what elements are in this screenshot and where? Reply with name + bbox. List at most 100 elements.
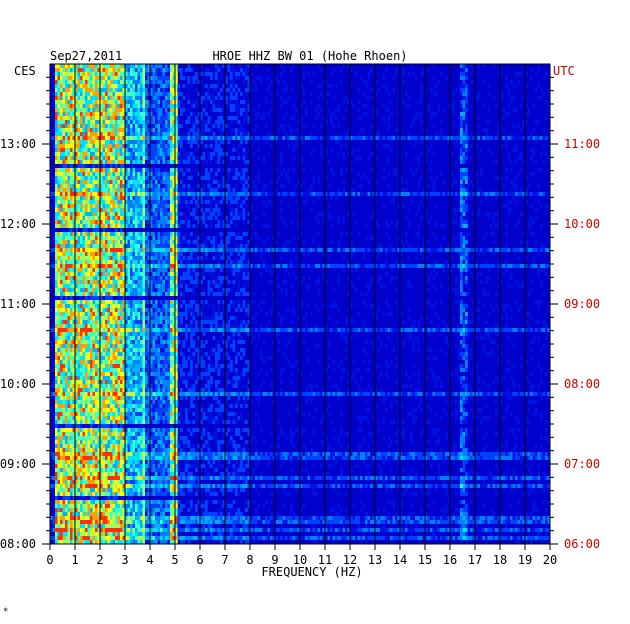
heatmap-cell <box>270 248 273 252</box>
heatmap-cell <box>192 216 196 220</box>
heatmap-cell <box>152 68 156 72</box>
heatmap-cell <box>470 196 473 200</box>
heatmap-cell <box>505 204 508 208</box>
heatmap-cell <box>77 232 81 236</box>
heatmap-cell <box>360 136 363 140</box>
heatmap-cell <box>190 112 193 116</box>
heatmap-cell <box>60 172 63 176</box>
heatmap-cell <box>117 104 121 108</box>
heatmap-cell <box>65 216 68 220</box>
heatmap-cell <box>432 136 436 140</box>
heatmap-cell <box>157 76 161 80</box>
heatmap-cell <box>65 96 68 100</box>
heatmap-cell <box>460 72 463 76</box>
heatmap-cell <box>172 68 176 72</box>
heatmap-cell <box>482 136 486 140</box>
heatmap-cell <box>80 172 83 176</box>
heatmap-cell <box>245 196 248 200</box>
heatmap-cell <box>97 136 101 140</box>
heatmap-cell <box>55 128 58 132</box>
heatmap-cell <box>320 92 323 96</box>
heatmap-cell <box>357 264 361 268</box>
heatmap-cell <box>227 140 231 144</box>
heatmap-cell <box>100 84 103 88</box>
heatmap-cell <box>382 168 386 172</box>
heatmap-cell <box>70 256 73 260</box>
heatmap-cell <box>70 248 73 252</box>
heatmap-cell <box>132 84 136 88</box>
heatmap-cell <box>155 252 158 256</box>
heatmap-cell <box>477 252 481 256</box>
heatmap-cell <box>192 128 196 132</box>
heatmap-cell <box>512 136 516 140</box>
heatmap-cell <box>237 196 241 200</box>
heatmap-cell <box>55 232 58 236</box>
heatmap-cell <box>155 272 158 276</box>
heatmap-cell <box>115 132 118 136</box>
heatmap-cell <box>457 136 461 140</box>
heatmap-cell <box>102 72 106 76</box>
heatmap-cell <box>172 136 176 140</box>
heatmap-cell <box>90 124 93 128</box>
heatmap-cell <box>492 232 496 236</box>
heatmap-cell <box>117 112 121 116</box>
heatmap-cell <box>65 64 68 68</box>
heatmap-cell <box>375 132 378 136</box>
heatmap-cell <box>207 248 211 252</box>
heatmap-cell <box>155 220 158 224</box>
heatmap-cell <box>60 104 63 108</box>
heatmap-cell <box>142 108 146 112</box>
heatmap-cell <box>137 216 141 220</box>
heatmap-cell <box>130 244 133 248</box>
heatmap-cell <box>495 196 498 200</box>
heatmap-cell <box>77 108 81 112</box>
heatmap-cell <box>60 148 63 152</box>
heatmap-cell <box>107 224 111 228</box>
heatmap-cell <box>55 256 58 260</box>
heatmap-cell <box>507 136 511 140</box>
heatmap-cell <box>110 236 113 240</box>
heatmap-cell <box>235 192 238 196</box>
heatmap-cell <box>155 188 158 192</box>
heatmap-cell <box>275 240 278 244</box>
heatmap-cell <box>197 112 201 116</box>
heatmap-cell <box>135 152 138 156</box>
heatmap-cell <box>62 236 66 240</box>
heatmap-cell <box>325 176 328 180</box>
heatmap-cell <box>130 152 133 156</box>
heatmap-cell <box>175 132 178 136</box>
heatmap-cell <box>267 136 271 140</box>
heatmap-cell <box>135 92 138 96</box>
heatmap-cell <box>127 128 131 132</box>
heatmap-cell <box>245 204 248 208</box>
heatmap-cell <box>417 160 421 164</box>
heatmap-cell <box>242 172 246 176</box>
heatmap-cell <box>62 196 66 200</box>
heatmap-cell <box>55 96 58 100</box>
heatmap-cell <box>460 92 463 96</box>
heatmap-cell <box>517 124 521 128</box>
heatmap-cell <box>215 208 218 212</box>
heatmap-cell <box>90 128 93 132</box>
heatmap-cell <box>490 264 493 268</box>
heatmap-cell <box>212 212 216 216</box>
heatmap-cell <box>67 148 71 152</box>
heatmap-cell <box>140 208 143 212</box>
heatmap-cell <box>497 128 501 132</box>
heatmap-cell <box>162 196 166 200</box>
heatmap-cell <box>100 132 103 136</box>
heatmap-cell <box>105 224 108 228</box>
heatmap-cell <box>82 96 86 100</box>
heatmap-cell <box>130 272 133 276</box>
heatmap-cell <box>330 264 333 268</box>
heatmap-cell <box>242 136 246 140</box>
heatmap-cell <box>325 120 328 124</box>
heatmap-cell <box>140 84 143 88</box>
heatmap-cell <box>250 136 253 140</box>
heatmap-cell <box>327 136 331 140</box>
heatmap-cell <box>207 156 211 160</box>
heatmap-cell <box>300 116 303 120</box>
heatmap-cell <box>425 152 428 156</box>
heatmap-cell <box>367 248 371 252</box>
heatmap-cell <box>515 264 518 268</box>
